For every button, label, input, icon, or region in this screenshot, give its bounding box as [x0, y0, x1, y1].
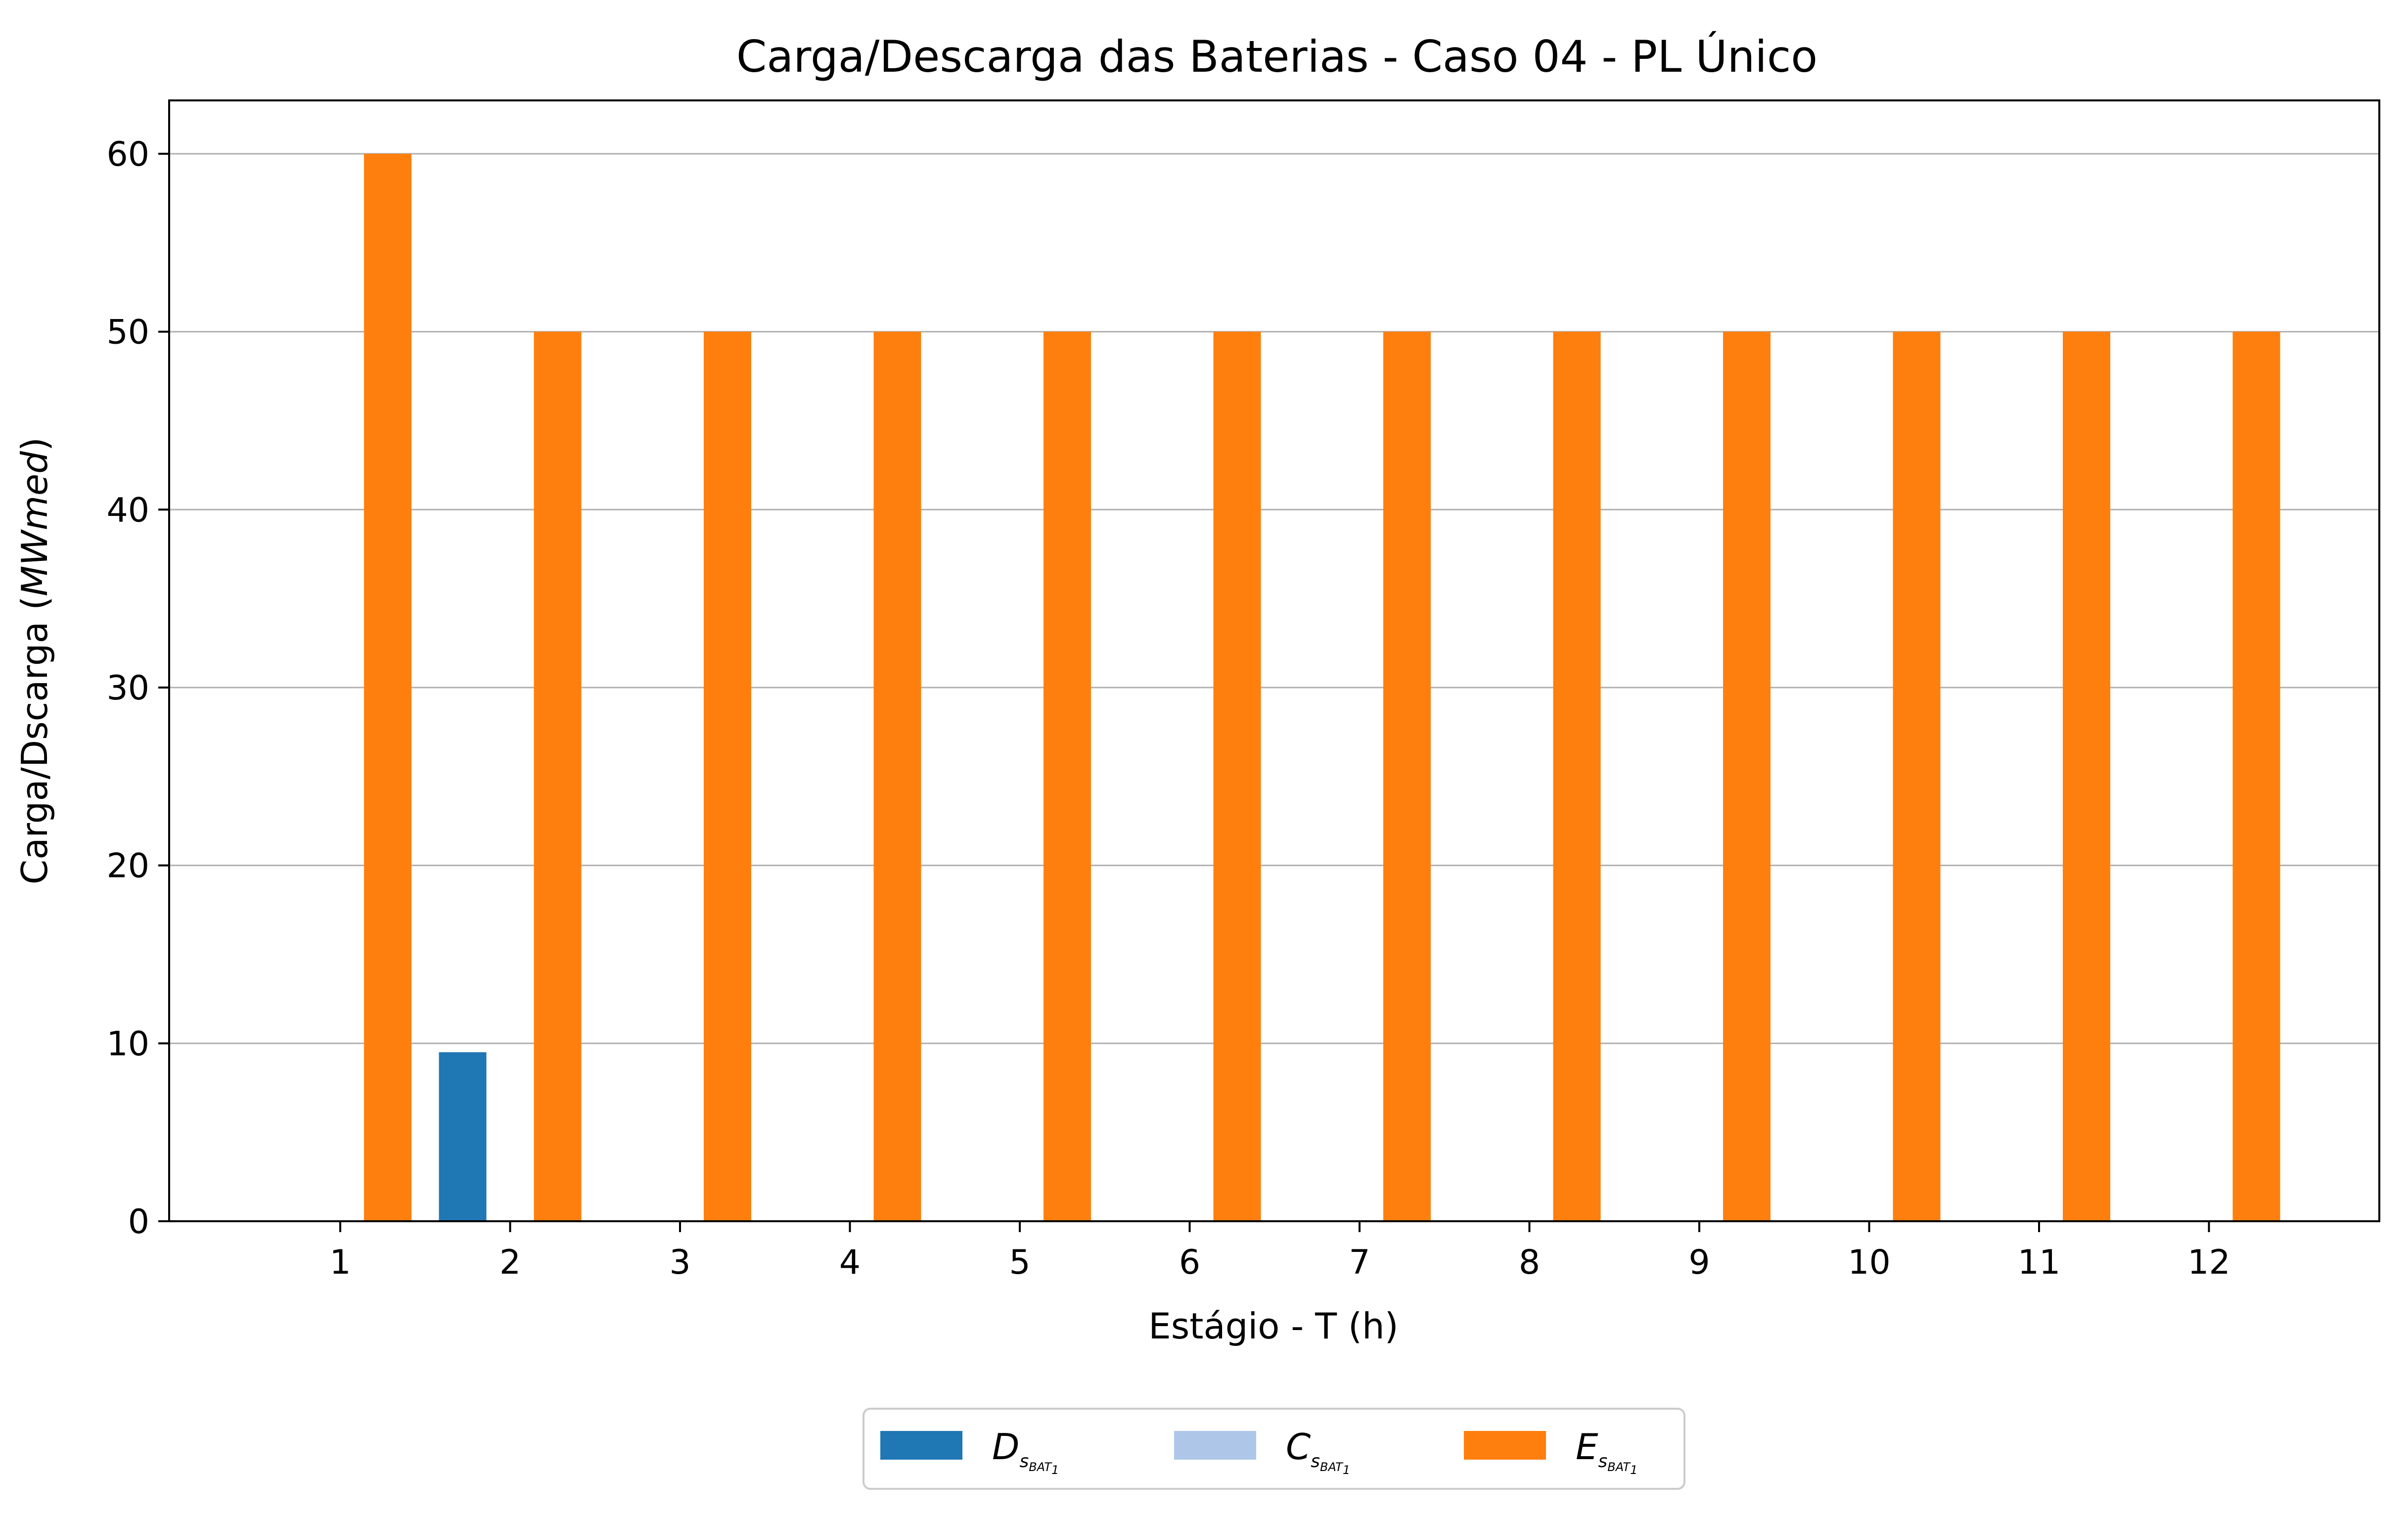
- bar-d-2: [439, 1052, 487, 1221]
- bar-e-11: [2063, 331, 2110, 1221]
- bar-e-12: [2232, 331, 2280, 1221]
- x-tick-label: 2: [500, 1243, 521, 1282]
- bar-e-10: [1893, 331, 1941, 1221]
- legend-label: CsBAT1: [1286, 1426, 1350, 1477]
- bar-e-4: [873, 331, 921, 1221]
- legend-item-d: DsBAT1: [880, 1426, 1059, 1477]
- y-axis-label-unit: MWmed: [14, 451, 55, 597]
- x-tick-label: 5: [1009, 1243, 1030, 1282]
- bar-e-1: [364, 153, 411, 1221]
- legend-label: DsBAT1: [992, 1426, 1059, 1477]
- bar-e-9: [1723, 331, 1771, 1221]
- x-tick-label: 3: [669, 1243, 690, 1282]
- y-tick-label: 20: [106, 847, 149, 886]
- x-axis: 1 2 3 4 5 6 7 8 9 10 11 12: [329, 1221, 2230, 1282]
- bar-e-7: [1383, 331, 1431, 1221]
- x-tick-label: 11: [2018, 1243, 2061, 1282]
- x-tick-label: 10: [1848, 1243, 1891, 1282]
- x-tick-label: 9: [1688, 1243, 1710, 1282]
- y-tick-label: 50: [106, 313, 149, 352]
- x-tick-label: 6: [1179, 1243, 1200, 1282]
- bar-e-2: [534, 331, 582, 1221]
- y-tick-label: 40: [106, 491, 149, 530]
- y-axis-label-main: Carga/Dscarga (: [14, 596, 55, 884]
- bars: [364, 153, 2280, 1221]
- bar-e-6: [1213, 331, 1261, 1221]
- legend-item-c: CsBAT1: [1174, 1426, 1350, 1477]
- x-tick-label: 1: [329, 1243, 351, 1282]
- y-axis-label-close: ): [14, 437, 55, 451]
- y-tick-label: 30: [106, 669, 149, 708]
- y-gridlines: [169, 153, 2379, 1222]
- legend-label: EsBAT1: [1576, 1426, 1637, 1477]
- bar-e-5: [1044, 331, 1091, 1221]
- bar-e-3: [704, 331, 751, 1221]
- x-tick-label: 8: [1519, 1243, 1540, 1282]
- x-axis-label: Estágio - T (h): [1148, 1305, 1399, 1347]
- y-tick-label: 60: [106, 135, 149, 174]
- legend: DsBAT1 CsBAT1 EsBAT1: [863, 1408, 1685, 1490]
- legend-swatch: [1464, 1431, 1546, 1460]
- y-axis-label: Carga/Dscarga (MWmed): [14, 437, 55, 884]
- legend-swatch: [880, 1431, 962, 1460]
- x-tick-label: 7: [1349, 1243, 1370, 1282]
- legend-item-e: EsBAT1: [1464, 1426, 1637, 1477]
- y-tick-label: 0: [128, 1202, 149, 1242]
- bar-e-8: [1553, 331, 1601, 1221]
- chart-title: Carga/Descarga das Baterias - Caso 04 - …: [736, 31, 1817, 82]
- y-axis: 0 10 20 30 40 50 60: [106, 135, 169, 1242]
- legend-swatch: [1174, 1431, 1256, 1460]
- y-tick-label: 10: [106, 1024, 149, 1063]
- x-tick-label: 12: [2187, 1243, 2230, 1282]
- legend-box: [863, 1408, 1685, 1490]
- plot-frame: [168, 99, 2380, 1222]
- x-tick-label: 4: [839, 1243, 861, 1282]
